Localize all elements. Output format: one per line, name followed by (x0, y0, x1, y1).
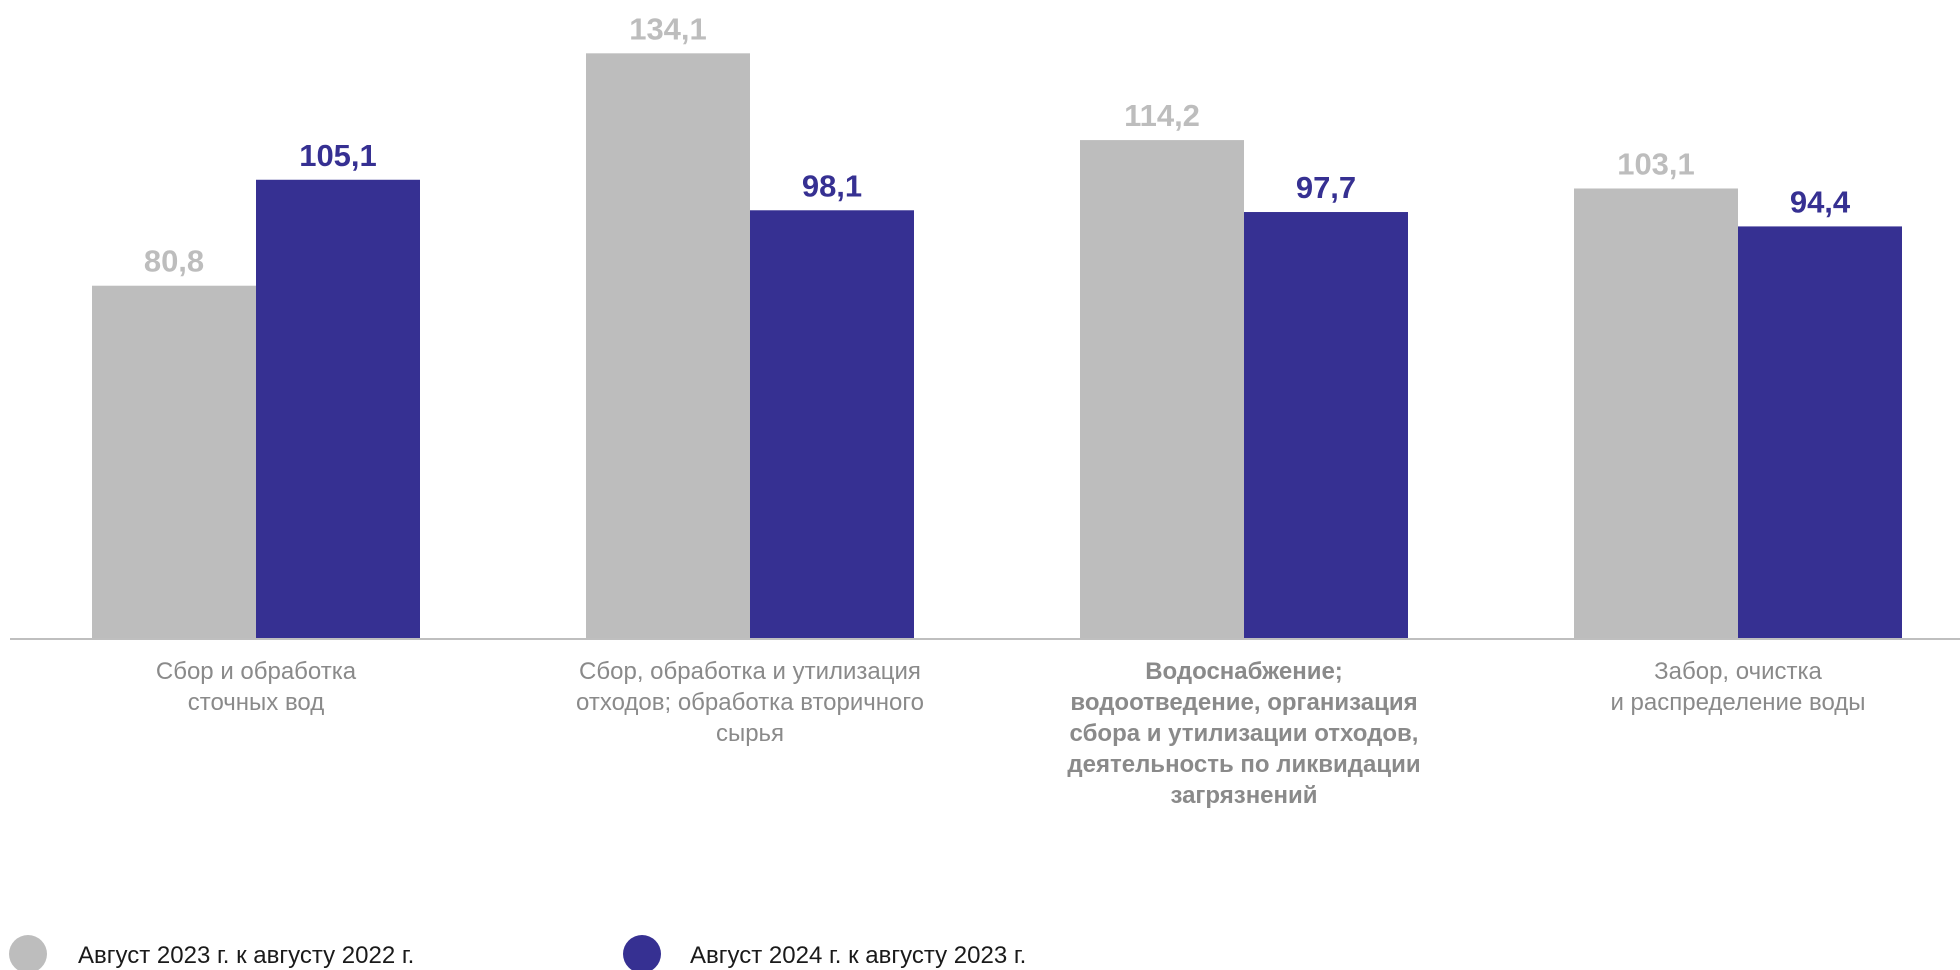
bars-group (92, 53, 1902, 639)
legend-item-series-2023: Август 2023 г. к августу 2022 г. (9, 935, 414, 970)
category-label-line: сырья (716, 720, 784, 747)
category-label-line: Сбор и обработка (156, 658, 357, 685)
category-label-line: деятельность по ликвидации (1067, 751, 1420, 778)
category-label-line: Забор, очистка (1654, 658, 1822, 685)
category-label-line: Сбор, обработка и утилизация (579, 658, 921, 685)
data-label-2023-cat-3: 114,2 (1124, 98, 1200, 133)
category-label-line: отходов; обработка вторичного (576, 689, 924, 716)
data-label-2024-cat-2: 98,1 (802, 168, 862, 203)
bar-2023-cat-4 (1574, 188, 1738, 638)
legend-label-2023: Август 2023 г. к августу 2022 г. (78, 942, 414, 969)
bar-2024-cat-4 (1738, 226, 1902, 638)
bar-2024-cat-2 (750, 210, 914, 638)
category-label-line: водоотведение, организация (1070, 689, 1417, 716)
data-label-2023-cat-4: 103,1 (1617, 146, 1695, 181)
value-labels-group: 80,8 105,1 134,1 98,1 114,2 97,7 103,1 94,4 (144, 11, 1851, 278)
category-label-4: Забор, очистка и распределение воды (1610, 658, 1865, 716)
legend-marker-2023 (9, 935, 47, 970)
category-label-line: загрязнений (1170, 782, 1317, 809)
legend: Август 2023 г. к августу 2022 г. Август … (9, 935, 1026, 970)
bar-2023-cat-2 (586, 53, 750, 639)
bar-2023-cat-3 (1080, 140, 1244, 638)
bar-2024-cat-3 (1244, 212, 1408, 638)
data-label-2023-cat-2: 134,1 (629, 11, 707, 46)
legend-marker-2024 (623, 935, 661, 970)
data-label-2024-cat-1: 105,1 (299, 138, 377, 173)
legend-label-2024: Август 2024 г. к августу 2023 г. (690, 942, 1026, 969)
category-label-1: Сбор и обработка сточных вод (156, 658, 357, 716)
data-label-2024-cat-4: 94,4 (1790, 184, 1851, 219)
data-label-2023-cat-1: 80,8 (144, 244, 204, 279)
category-label-line: сбора и утилизации отходов, (1070, 720, 1419, 747)
category-label-2: Сбор, обработка и утилизация отходов; обр… (576, 658, 924, 747)
category-label-line: Водоснабжение; (1145, 658, 1343, 685)
category-label-line: сточных вод (188, 689, 325, 716)
category-labels-group: Сбор и обработка сточных вод Сбор, обработ… (156, 658, 1866, 809)
data-label-2024-cat-3: 97,7 (1296, 170, 1356, 205)
bar-2023-cat-1 (92, 285, 256, 638)
legend-item-series-2024: Август 2024 г. к августу 2023 г. (623, 935, 1026, 970)
category-label-3: Водоснабжение; водоотведение, организация… (1067, 658, 1420, 809)
category-label-line: и распределение воды (1610, 689, 1865, 716)
bar-2024-cat-1 (256, 179, 420, 638)
